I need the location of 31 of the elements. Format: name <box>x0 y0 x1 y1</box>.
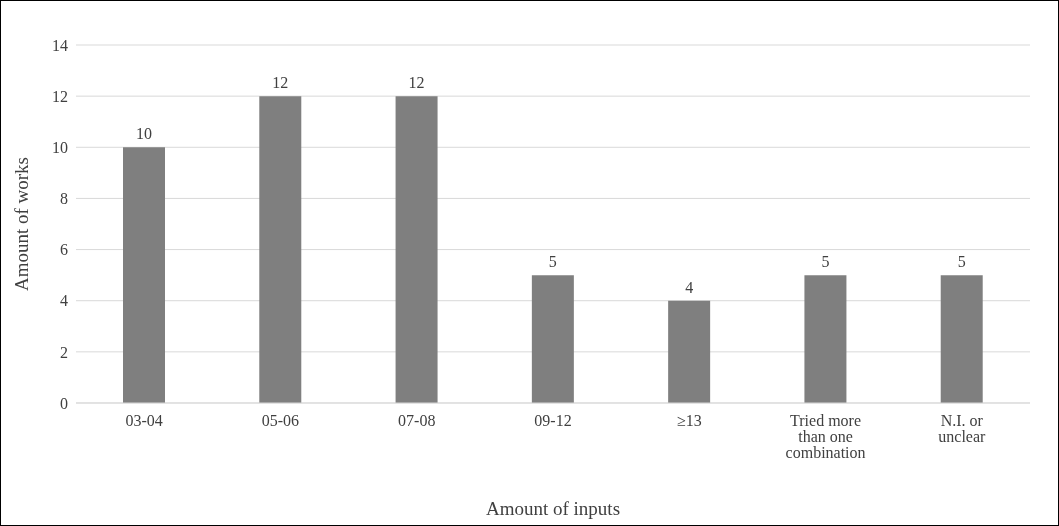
x-tick-label: ≥13 <box>676 412 702 430</box>
data-label: 12 <box>272 74 289 92</box>
bar <box>395 96 438 403</box>
x-tick-label: N.I. or unclear <box>938 412 987 446</box>
y-tick-label: 4 <box>60 292 68 310</box>
data-label: 12 <box>408 74 425 92</box>
y-tick-label: 14 <box>52 36 68 54</box>
data-label: 5 <box>548 253 557 271</box>
x-tick-label: 09-12 <box>534 412 572 430</box>
data-label: 5 <box>821 253 830 271</box>
x-tick-label: 05-06 <box>261 412 300 430</box>
data-label: 4 <box>685 278 694 296</box>
data-label: 5 <box>957 253 966 271</box>
bar <box>259 96 302 403</box>
x-tick-label: 07-08 <box>398 412 436 430</box>
bar <box>123 147 165 403</box>
bar <box>668 300 711 403</box>
bar <box>804 275 847 403</box>
y-tick-label: 0 <box>60 394 68 412</box>
y-axis-title: Amount of works <box>10 156 32 292</box>
x-tick-label: Tried more than one combination <box>785 412 866 462</box>
y-tick-label: 2 <box>60 343 68 361</box>
x-axis-title: Amount of inputs <box>485 498 621 519</box>
bar <box>940 275 983 403</box>
bar <box>531 275 574 403</box>
y-tick-label: 8 <box>60 190 68 208</box>
x-tick-label: 03-04 <box>125 412 163 430</box>
y-tick-label: 10 <box>52 138 68 156</box>
data-label: 10 <box>136 125 152 143</box>
y-tick-label: 12 <box>52 87 68 105</box>
y-tick-label: 6 <box>60 241 68 259</box>
